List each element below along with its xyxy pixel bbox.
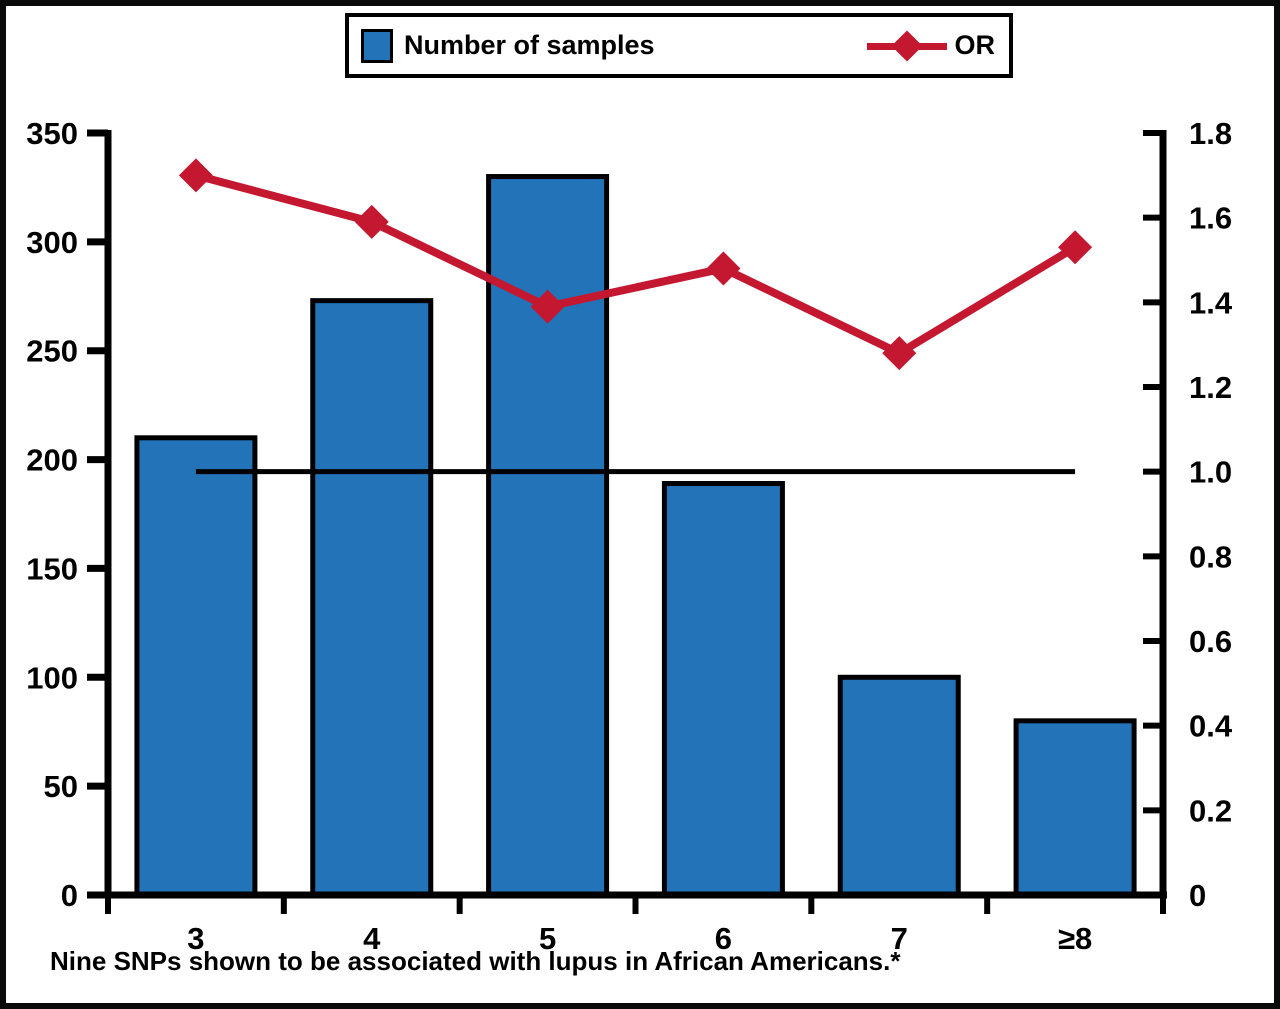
right-tick-label-1.4: 1.4: [1189, 285, 1233, 320]
or-marker-≥8: [1058, 230, 1093, 265]
x-category-label-1: 3: [187, 921, 204, 956]
x-category-label-2: 4: [363, 921, 381, 956]
right-tick-label-1.6: 1.6: [1189, 201, 1232, 236]
x-category-label-4: 6: [715, 921, 732, 956]
left-tick-label-350: 350: [26, 116, 78, 151]
or-marker-3: [178, 158, 213, 193]
left-tick-label-50: 50: [44, 769, 78, 804]
left-tick-label-250: 250: [26, 334, 78, 369]
legend-label-or: OR: [954, 30, 996, 60]
x-category-label-3: 5: [539, 921, 556, 956]
left-tick-label-150: 150: [26, 551, 78, 586]
right-tick-label-1.8: 1.8: [1189, 116, 1232, 151]
or-line: [194, 171, 1078, 358]
chart-canvas: 0 50 100 150 200 250 300 350 0 0.2 0.4 0.6 0.8 1.0 1.2…: [26, 116, 1233, 956]
figure-caption: Nine SNPs shown to be associated with lu…: [50, 946, 901, 976]
x-category-label-6: ≥8: [1058, 921, 1092, 956]
legend-label-samples: Number of samples: [404, 30, 655, 60]
line-diamond-icon: [866, 26, 947, 66]
right-tick-label-0.6: 0.6: [1189, 624, 1232, 659]
right-tick-label-0: 0: [1189, 878, 1206, 913]
bar-6: [661, 481, 785, 898]
bar-7: [837, 674, 961, 898]
bar-3: [134, 435, 258, 898]
bar-≥8: [1013, 718, 1137, 898]
or-marker-5: [530, 289, 565, 324]
left-tick-label-200: 200: [26, 443, 78, 478]
legend-diamond-marker: [890, 29, 923, 62]
bar-swatch-icon: [361, 28, 393, 63]
right-tick-label-1.2: 1.2: [1189, 370, 1232, 405]
right-tick-label-0.8: 0.8: [1189, 539, 1232, 574]
or-marker-6: [706, 251, 741, 286]
left-tick-label-300: 300: [26, 225, 78, 260]
chart-legend: Number of samples OR: [345, 13, 1013, 78]
left-tick-label-100: 100: [26, 660, 78, 695]
x-category-label-5: 7: [891, 921, 908, 956]
legend-item-number-of-samples: Number of samples: [361, 28, 655, 63]
left-tick-label-0: 0: [61, 878, 78, 913]
or-marker-4: [354, 204, 389, 239]
or-marker-7: [882, 336, 917, 371]
bar-4: [310, 298, 434, 898]
right-tick-label-0.2: 0.2: [1189, 793, 1232, 828]
right-tick-label-1.0: 1.0: [1189, 455, 1232, 490]
right-tick-label-0.4: 0.4: [1189, 709, 1233, 744]
legend-item-or: OR: [866, 26, 996, 66]
